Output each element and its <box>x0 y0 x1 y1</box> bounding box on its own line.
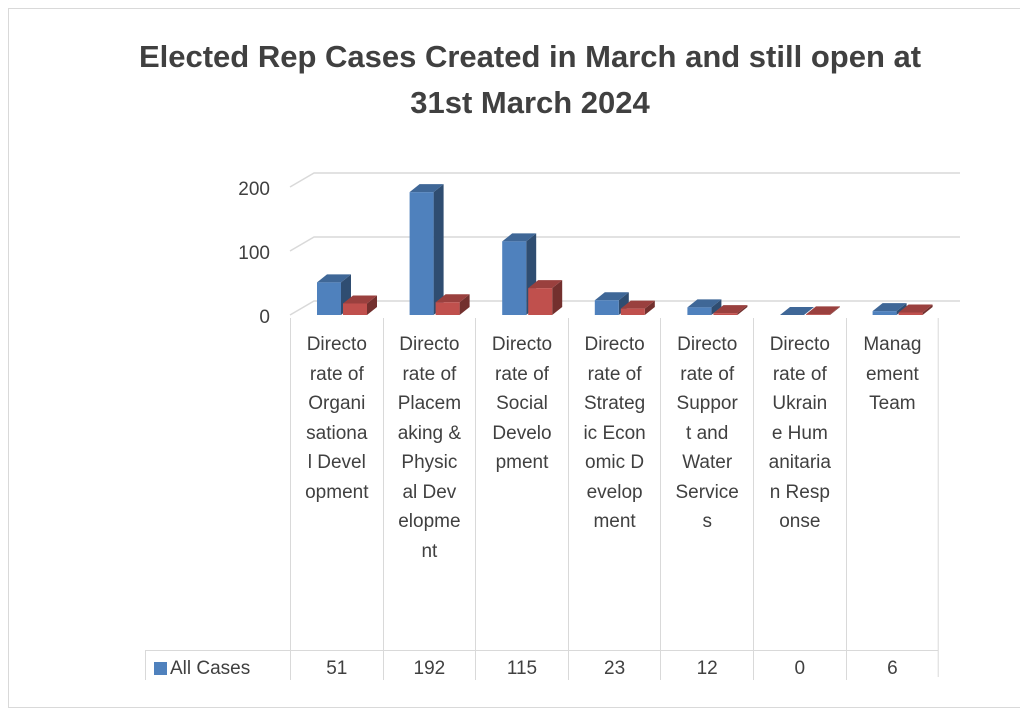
bar <box>528 280 563 315</box>
bar <box>409 184 444 315</box>
bar-front <box>872 311 897 315</box>
bar-front <box>806 314 830 315</box>
bar-front <box>435 302 460 315</box>
bar-top <box>502 233 537 242</box>
bar <box>620 300 655 315</box>
legend-label: All Cases <box>170 658 251 679</box>
category-label: Directorate of Organisational Developmen… <box>290 318 383 650</box>
bar-front <box>898 312 923 315</box>
category-label: Directorate of Strategic Economic Develo… <box>567 318 661 650</box>
bar-front <box>713 313 738 315</box>
bar <box>780 307 814 315</box>
bar-side <box>433 184 444 315</box>
category-label: Directorate of Ukraine Humanitarian Resp… <box>753 318 846 650</box>
bar-top <box>528 280 563 289</box>
chart-title: Elected Rep Cases Created in March and s… <box>138 39 922 120</box>
y-tick-label: 0 <box>259 307 270 328</box>
bar-top <box>806 306 840 315</box>
bar <box>713 305 748 315</box>
chart <box>289 172 960 677</box>
bar-front <box>502 241 527 315</box>
category-label: Directorate of Support and Water Service… <box>660 318 753 650</box>
bar-front <box>409 192 434 315</box>
table-value: 23 <box>567 650 661 680</box>
grid-line <box>289 236 960 252</box>
y-tick-label: 100 <box>238 243 270 264</box>
bar-side <box>644 300 655 315</box>
bar-side <box>711 299 722 315</box>
bar-front <box>528 288 553 315</box>
bar-top <box>343 295 377 304</box>
bar-top <box>620 300 655 309</box>
bar-side <box>552 280 563 315</box>
bar-front <box>620 308 645 315</box>
bar-front <box>594 300 619 315</box>
bar-top <box>780 307 814 315</box>
bar <box>898 304 933 315</box>
table-value: 115 <box>475 650 568 680</box>
bar-top <box>713 305 748 314</box>
bar-side <box>830 306 840 315</box>
bar <box>806 306 840 315</box>
category-label: Directorate of Placemaking & Physical De… <box>382 318 476 650</box>
table-value: 6 <box>845 650 939 680</box>
table-value: 192 <box>382 650 476 680</box>
category-label: Management Team <box>845 318 939 650</box>
bar-top <box>687 299 722 308</box>
bar-side <box>922 304 933 315</box>
bar-top <box>872 303 907 312</box>
bar-top <box>409 184 444 193</box>
bar <box>872 303 907 315</box>
bar-side <box>737 305 748 315</box>
bar-top <box>317 274 351 283</box>
bar <box>343 295 377 315</box>
grid-line <box>289 172 960 188</box>
y-tick-label: 200 <box>238 179 270 200</box>
bar-front <box>317 282 341 315</box>
bar <box>435 294 470 315</box>
legend: All Cases <box>145 650 290 680</box>
legend-key <box>154 662 167 675</box>
bar-top <box>594 292 629 301</box>
category-label: Directorate of Social Development <box>475 318 568 650</box>
bar <box>687 299 722 315</box>
table-value: 0 <box>753 650 846 680</box>
bar-top <box>435 294 470 303</box>
bar-top <box>898 304 933 313</box>
grid-line <box>289 300 960 316</box>
page: {"chart_data":{"type":"bar3d","title":"E… <box>8 8 1020 708</box>
table-value: 12 <box>660 650 753 680</box>
bar-front <box>343 303 367 315</box>
table-value: 51 <box>290 650 383 680</box>
bar-side <box>459 294 470 315</box>
bar-side <box>367 295 377 315</box>
bar-front <box>687 307 712 315</box>
